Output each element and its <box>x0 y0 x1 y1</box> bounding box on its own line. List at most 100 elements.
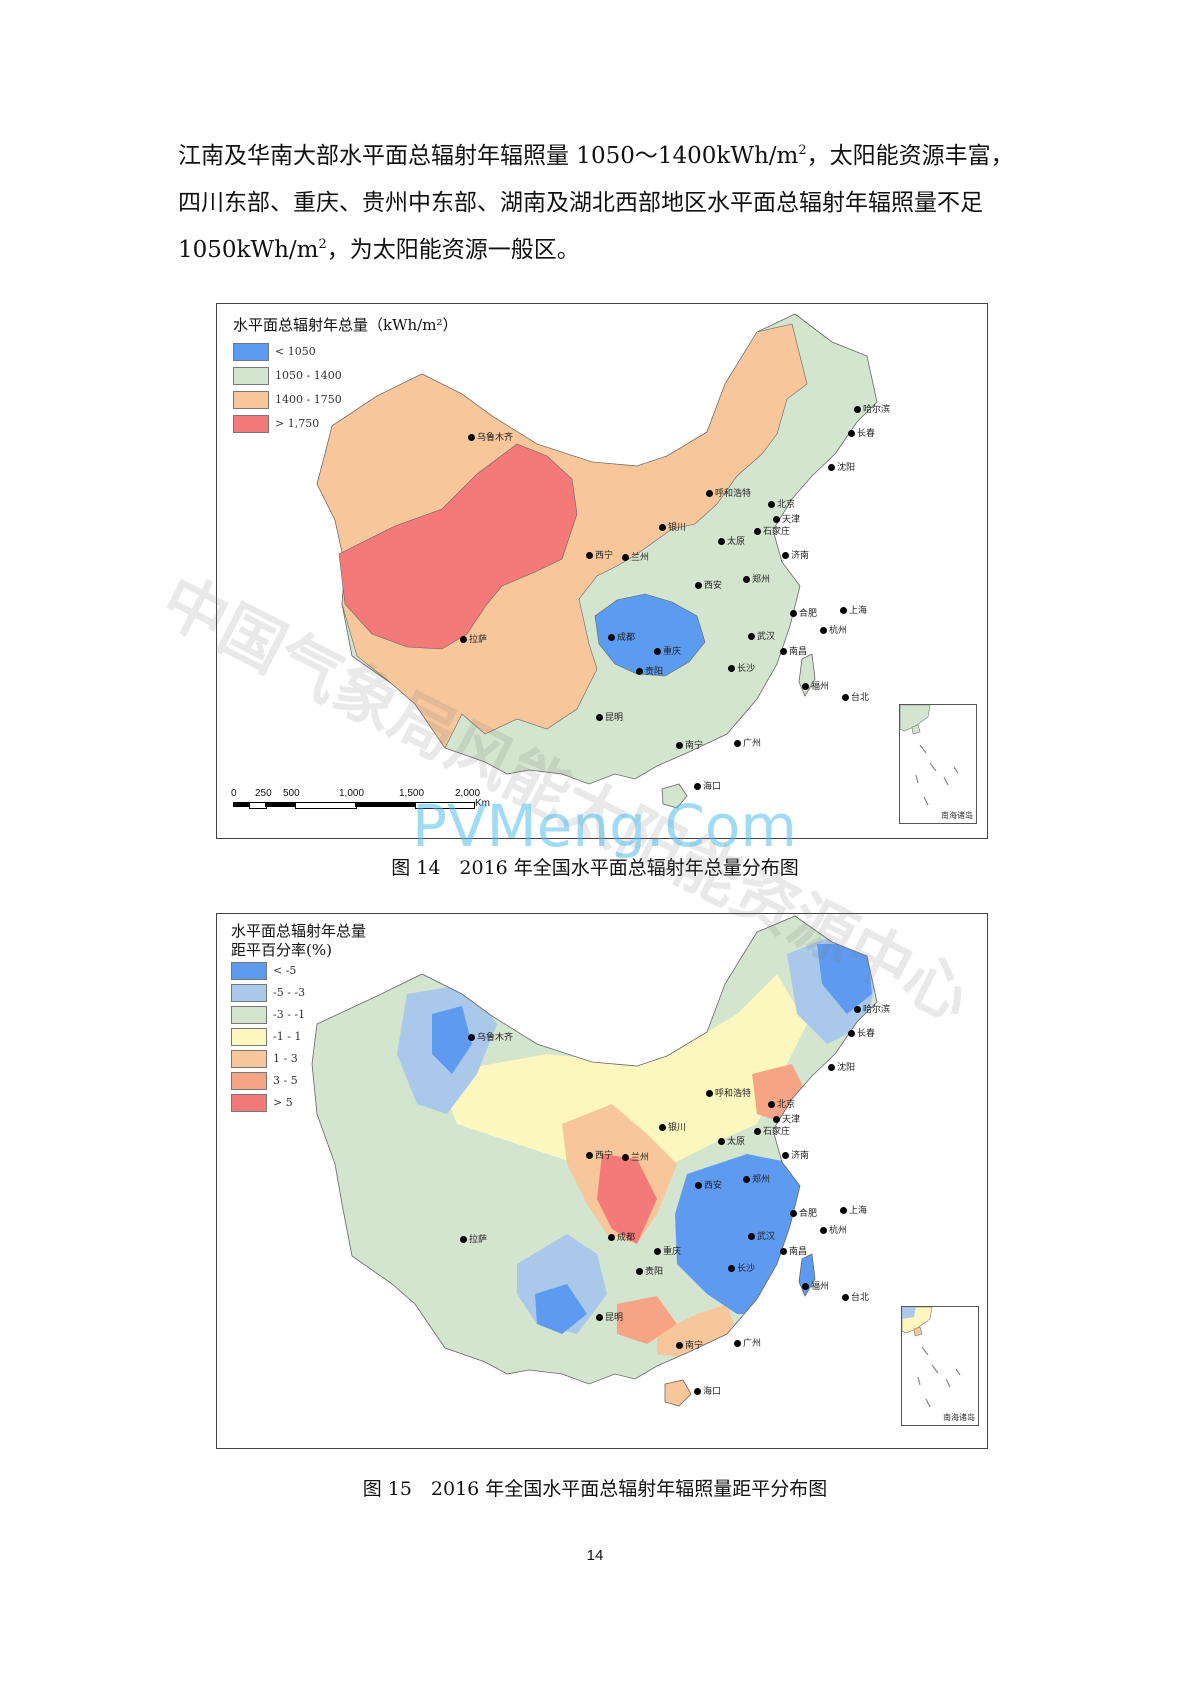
scale-segment <box>355 802 415 807</box>
legend-label: 1 - 3 <box>273 1052 298 1065</box>
figure-14-map: 水平面总辐射年总量（kWh/m²） < 1050 1050 - 1400 140… <box>216 303 988 839</box>
city-label: 长沙 <box>727 661 755 674</box>
legend-swatch <box>231 1072 267 1090</box>
city-label: 西宁 <box>585 548 613 561</box>
scale-tick: 500 <box>283 788 300 799</box>
city-label: 呼和浩特 <box>705 486 751 499</box>
city-label: 哈尔滨 <box>853 1002 890 1015</box>
scale-segment <box>295 802 357 809</box>
legend-label: < 1050 <box>275 345 316 358</box>
legend-title: 水平面总辐射年总量 <box>231 922 367 940</box>
legend-subtitle: 距平百分率(%) <box>231 941 332 959</box>
city-label: 济南 <box>781 548 809 561</box>
figure-15-map: 水平面总辐射年总量 距平百分率(%) < -5 -5 - -3 -3 - -1 … <box>216 913 988 1449</box>
scale-tick: 1,500 <box>399 788 425 799</box>
scale-segment <box>415 802 475 809</box>
legend-label: > 5 <box>273 1096 293 1109</box>
legend-swatch <box>231 1006 267 1024</box>
legend-15: 水平面总辐射年总量 距平百分率(%) < -5 -5 - -3 -3 - -1 … <box>231 922 366 1122</box>
city-label: 成都 <box>607 1230 635 1243</box>
city-label: 郑州 <box>742 1172 770 1185</box>
legend-swatch <box>231 1050 267 1068</box>
map-14-graphic <box>316 313 878 809</box>
city-label: 重庆 <box>653 644 681 657</box>
legend-swatch <box>233 415 269 433</box>
zone-under-1050 <box>594 593 706 677</box>
legend-label: -5 - -3 <box>273 986 306 999</box>
city-label: 福州 <box>801 679 829 692</box>
city-label: 西安 <box>694 578 722 591</box>
city-label: 天津 <box>772 1112 800 1125</box>
paragraph-line-2: 四川东部、重庆、贵州中东部、湖南及湖北西部地区水平面总辐射年辐照量不足 <box>178 190 983 216</box>
city-label: 武汉 <box>747 1229 775 1242</box>
city-label: 武汉 <box>747 629 775 642</box>
city-label: 合肥 <box>789 606 817 619</box>
legend-swatch <box>231 984 267 1002</box>
city-label: 海口 <box>693 779 721 792</box>
city-label: 贵阳 <box>635 1264 663 1277</box>
legend-label: 3 - 5 <box>273 1074 298 1087</box>
city-label: 石家庄 <box>753 524 790 537</box>
legend-label: -3 - -1 <box>273 1008 306 1021</box>
city-label: 广州 <box>733 736 761 749</box>
zone-over-1750 <box>338 443 578 650</box>
city-label: 福州 <box>801 1279 829 1292</box>
inset-label: 南海诸岛 <box>941 811 973 820</box>
legend-items: < -5 -5 - -3 -3 - -1 -1 - 1 1 - 3 3 - 5 <box>231 962 366 1122</box>
city-label: 呼和浩特 <box>705 1086 751 1099</box>
inset-graphic <box>902 1307 961 1408</box>
city-label: 哈尔滨 <box>853 402 890 415</box>
city-label: 贵阳 <box>635 664 663 677</box>
city-label: 南宁 <box>675 1338 703 1351</box>
city-label: 杭州 <box>819 1223 847 1236</box>
watermark-pvmeng: PVMeng.Com <box>412 792 797 860</box>
scale-tick: 0 <box>231 788 237 799</box>
legend-label: 1050 - 1400 <box>275 369 342 382</box>
hainan-island <box>664 1379 692 1407</box>
city-label: 昆明 <box>595 710 623 723</box>
map-15-graphic <box>311 915 878 1407</box>
city-label: 西安 <box>694 1178 722 1191</box>
city-label: 长春 <box>847 426 875 439</box>
city-label: 成都 <box>607 630 635 643</box>
scale-tick: 250 <box>255 788 272 799</box>
legend-swatch <box>233 343 269 361</box>
legend-swatch <box>233 391 269 409</box>
legend-14: 水平面总辐射年总量（kWh/m²） < 1050 1050 - 1400 140… <box>233 316 457 439</box>
city-label: 北京 <box>767 497 795 510</box>
legend-swatch <box>231 1028 267 1046</box>
paragraph-line-3: 1050kWh/m2，为太阳能资源一般区。 <box>178 237 580 263</box>
city-label: 长春 <box>847 1026 875 1039</box>
city-label: 乌鲁木齐 <box>467 430 513 443</box>
body-paragraph: 江南及华南大部水平面总辐射年辐照量 1050～1400kWh/m2，太阳能资源丰… <box>178 133 1018 274</box>
figure-14-caption: 图 14 2016 年全国水平面总辐射年总量分布图 <box>391 857 799 879</box>
city-label: 合肥 <box>789 1206 817 1219</box>
legend-swatch <box>231 1094 267 1112</box>
city-label: 兰州 <box>621 550 649 563</box>
city-label: 南昌 <box>779 644 807 657</box>
legend-swatch <box>231 962 267 980</box>
inset-south-china-sea: 南海诸岛 <box>899 704 977 824</box>
legend-title: 水平面总辐射年总量（kWh/m²） <box>233 316 458 334</box>
city-label: 上海 <box>839 603 867 616</box>
city-label: 重庆 <box>653 1244 681 1257</box>
city-label: 兰州 <box>621 1150 649 1163</box>
inset-south-china-sea: 南海诸岛 <box>901 1306 979 1426</box>
city-label: 台北 <box>841 1290 869 1303</box>
legend-items: < 1050 1050 - 1400 1400 - 1750 > 1,750 <box>233 343 457 439</box>
scale-tick: 2,000 <box>455 788 481 799</box>
city-label: 北京 <box>767 1097 795 1110</box>
legend-label: -1 - 1 <box>273 1030 302 1043</box>
city-label: 石家庄 <box>753 1124 790 1137</box>
scale-unit: Km <box>475 798 490 809</box>
city-label: 南昌 <box>779 1244 807 1257</box>
paragraph-line-1: 江南及华南大部水平面总辐射年辐照量 1050～1400kWh/m2，太阳能资源丰… <box>178 143 1014 169</box>
hainan-island <box>661 783 688 809</box>
city-label: 长沙 <box>727 1261 755 1274</box>
city-label: 太原 <box>717 534 745 547</box>
inset-graphic <box>900 705 959 806</box>
city-label: 广州 <box>733 1336 761 1349</box>
scale-tick: 1,000 <box>339 788 365 799</box>
city-label: 太原 <box>717 1134 745 1147</box>
city-label: 沈阳 <box>827 1060 855 1073</box>
